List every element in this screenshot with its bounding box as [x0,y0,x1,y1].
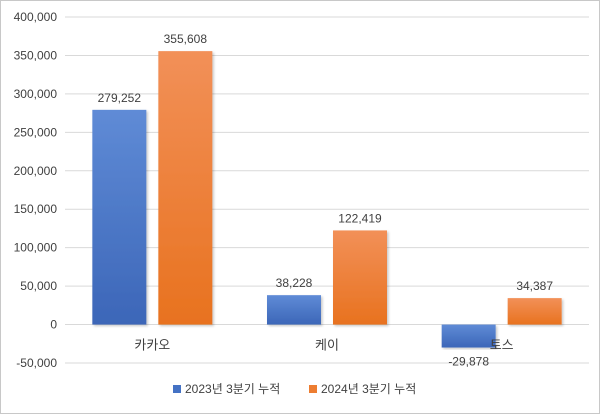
y-tick-label: 300,000 [14,87,58,101]
y-tick-label: 200,000 [14,164,58,178]
data-label: 122,419 [338,211,382,225]
legend-label: 2024년 3분기 누적 [321,382,416,396]
bar-2023-1 [267,295,321,325]
category-label: 카카오 [134,338,170,353]
legend-swatch [309,385,317,393]
legend-label: 2023년 3분기 누적 [185,382,280,396]
bar-2024-1 [333,230,387,325]
bar-2024-2 [507,298,562,325]
y-tick-label: 100,000 [14,241,58,255]
data-label: 279,252 [98,91,142,105]
y-tick-label: -50,000 [16,356,57,370]
data-label: 355,608 [164,32,208,46]
y-tick-label: 250,000 [14,125,58,139]
gridlines [65,16,589,364]
bar-2023-2 [441,324,496,348]
data-label: 38,228 [276,276,313,290]
y-tick-label: 0 [50,318,57,332]
y-tick-label: 350,000 [14,48,58,62]
category-label: 케이 [315,338,339,353]
y-tick-label: 400,000 [14,10,58,24]
data-label: -29,878 [448,355,489,369]
category-label: 토스 [490,338,514,353]
data-labels: 279,252 355,608 38,228 122,419 -29,878 34,387 [98,32,554,368]
legend: 2023년 3분기 누적 2024년 3분기 누적 [173,382,416,396]
y-tick-label: 50,000 [20,279,57,293]
y-axis-ticks: -50,000 0 50,000 100,000 150,000 200,000 250,0… [14,10,58,370]
category-labels: 카카오 케이 토스 [134,338,513,353]
bar-2023-0 [92,109,147,325]
data-label: 34,387 [516,279,553,293]
bar-2024-0 [158,51,213,325]
legend-swatch [173,385,181,393]
bars [92,51,562,348]
y-tick-label: 150,000 [14,202,58,216]
